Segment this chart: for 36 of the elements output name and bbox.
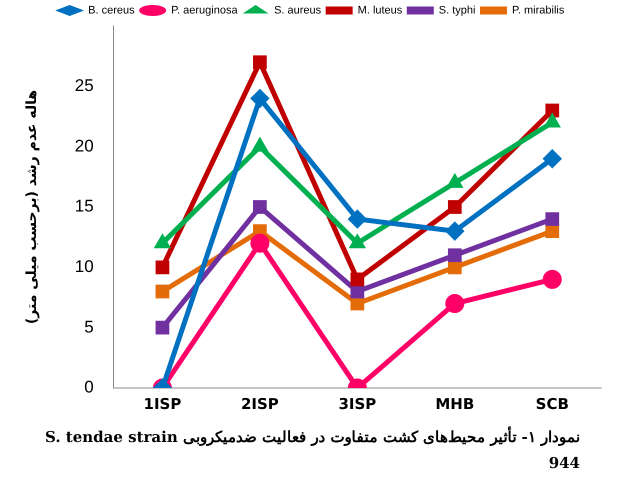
y-tick-label: 0 [84,378,94,397]
legend-label: S. typhi [438,4,476,17]
point [542,270,562,289]
y-tick-label: 5 [84,317,94,336]
point [448,248,462,262]
y-axis-title: هاله عدم رشد (برحسب میلی متر) [24,90,40,324]
y-tick-label: 10 [74,257,94,276]
point [250,234,270,253]
legend-label: S. aureus [274,4,322,17]
x-tick-label: 3ISP [338,394,376,413]
point [445,294,464,314]
legend-label: B. cereus [88,4,136,17]
point [253,55,267,70]
point [348,210,367,229]
point [253,200,267,214]
point [156,260,170,274]
x-tick-label: MHB [435,394,474,413]
x-tick-label: 1ISP [144,394,182,413]
y-tick-label: 20 [74,136,94,156]
point [545,212,560,226]
y-tick-label: 15 [74,196,94,216]
point [350,272,364,286]
y-tick-label: 25 [74,76,94,96]
point [545,104,560,118]
text: نمودار ۱- تأثیر محیط‌های کشت متفاوت در فعالیت ضدمیکروبی S. tendae strain 944 [44,425,580,474]
legend-label: P. aeruginosa [171,4,238,17]
point [448,200,462,214]
point [542,149,562,168]
legend-label: P. mirabilis [512,4,565,17]
point [250,88,270,108]
x-tick-label: 2ISP [240,394,279,413]
point [156,284,170,298]
legend-label: M. luteus [358,4,403,17]
point [445,222,464,241]
point [156,320,170,335]
x-tick-label: SCB [536,394,569,413]
